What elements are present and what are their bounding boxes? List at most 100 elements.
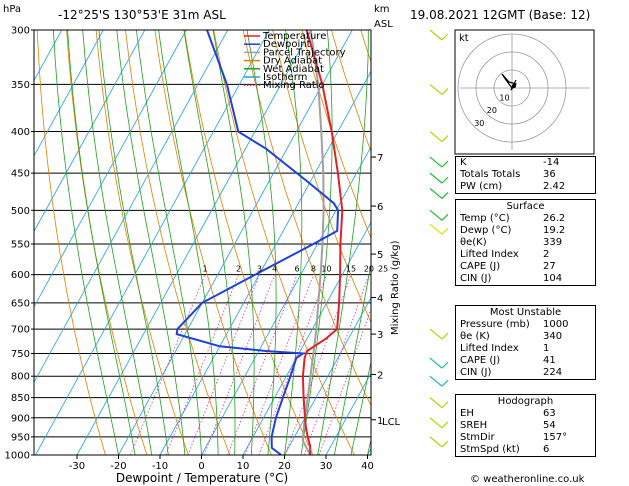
indices-panel: K -14 Totals Totals 36 PW (cm) 2.42 <box>455 156 596 194</box>
wet-adiabat-line <box>317 30 369 455</box>
surface-title: Surface <box>506 201 545 212</box>
hodograph-trace <box>501 73 518 91</box>
pressure-tick-label: 1000 <box>5 451 30 462</box>
wind-barb-flag <box>441 176 449 184</box>
index-row: Lifted Index 1 <box>456 343 595 355</box>
wind-barb <box>429 172 443 184</box>
series-lines <box>175 30 344 455</box>
wind-barbs <box>429 29 449 448</box>
pressure-tick-label: 800 <box>11 372 30 383</box>
isotherm-line <box>34 30 187 308</box>
mixing-ratio-label: 20 <box>364 265 374 274</box>
index-value: 6 <box>543 444 550 455</box>
wet-adiabat-line <box>98 30 169 455</box>
location-title: -12°25'S 130°53'E 31m ASL <box>58 8 226 22</box>
pressure-tick-label: 300 <box>11 26 30 37</box>
wet-adiabat-line <box>284 30 303 455</box>
isotherm-line <box>76 30 312 455</box>
background-lines <box>34 30 371 455</box>
index-label: Lifted Index <box>460 249 519 260</box>
index-row: StmSpd (kt) 6 <box>456 444 595 456</box>
mixing-ratio-label: 1 <box>202 265 207 274</box>
index-row: CAPE (J) 41 <box>456 355 595 367</box>
wind-barb-flag <box>441 332 449 340</box>
index-value: 54 <box>543 420 556 431</box>
dry-adiabat-line <box>66 30 148 455</box>
pressure-tick-label: 500 <box>11 206 30 217</box>
mixing-ratio-label: 6 <box>294 265 299 274</box>
index-value: 340 <box>543 331 563 342</box>
wind-barb-flag <box>441 135 449 142</box>
index-value: 339 <box>543 237 563 248</box>
wind-barb <box>429 156 443 168</box>
mixing-ratio-line <box>187 274 260 455</box>
wind-barb-flag <box>441 379 449 387</box>
legend-label: Mixing Ratio <box>263 80 325 91</box>
index-label: CIN (J) <box>460 273 492 284</box>
index-label: θe (K) <box>460 331 490 342</box>
wet-adiabat-line <box>212 30 255 455</box>
plot-frame <box>33 29 372 456</box>
isotherm-line <box>34 30 104 157</box>
wet-adiabat-line <box>367 438 371 455</box>
mixing-ratio-line <box>284 274 352 455</box>
temperature-tick-label: 0 <box>198 461 204 472</box>
index-value: 19.2 <box>543 225 566 236</box>
index-row: Totals Totals 36 <box>456 169 595 181</box>
most-unstable-title: Most Unstable <box>489 307 562 318</box>
x-axis-label: Dewpoint / Temperature (°C) <box>116 471 288 485</box>
wind-barb-flag <box>441 213 449 221</box>
wet-adiabat-line <box>333 261 371 455</box>
temperature-tick-label: 10 <box>237 461 250 472</box>
pressure-tick-label: 350 <box>11 80 30 91</box>
asl-label: ASL <box>374 19 393 30</box>
index-label: K <box>460 157 467 168</box>
temperature-tick-label: -20 <box>110 461 126 472</box>
index-row: Temp (°C) 26.2 <box>456 213 595 225</box>
isotherm-line <box>325 372 371 455</box>
isotherm-line <box>201 145 371 455</box>
wind-barb-flag <box>441 440 449 448</box>
wind-barb <box>429 223 443 235</box>
pressure-axis: 300 350 400 450 500 550 600 650 700 750 800 850 900 9… <box>5 26 34 462</box>
storm-motion-marker <box>512 84 516 88</box>
mixing-ratio-line <box>165 274 239 455</box>
wind-barb-flag <box>441 87 449 95</box>
dry-adiabat-line <box>301 30 371 240</box>
isotherm-line <box>284 296 371 455</box>
legend-label: Dewpoint <box>263 39 311 50</box>
wind-barb <box>429 131 443 143</box>
hpa-label: hPa <box>3 4 21 15</box>
legend-label: Dry Adiabat <box>263 56 322 67</box>
mixing-ratio-line <box>258 274 327 455</box>
index-label: Dewp (°C) <box>460 225 512 236</box>
mixing-ratio-line <box>244 274 314 455</box>
wet-adiabat-line <box>116 30 186 455</box>
index-value: 63 <box>543 408 556 419</box>
dry-adiabat-line <box>95 30 189 455</box>
temperature-tick-label: 30 <box>320 461 333 472</box>
km-tick-label: 3 <box>377 330 383 341</box>
mixing-ratio-line <box>130 274 206 455</box>
pressure-tick-label: 950 <box>11 432 30 443</box>
index-row: EH 63 <box>456 408 595 420</box>
pressure-tick-label: 700 <box>11 325 30 336</box>
legend-label: Wet Adiabat <box>263 64 324 75</box>
index-value: 41 <box>543 355 556 366</box>
wind-barb-flag <box>441 33 449 41</box>
km-label: km <box>374 4 390 15</box>
wind-barb <box>429 397 443 409</box>
index-label: θe(K) <box>460 237 487 248</box>
pressure-tick-label: 750 <box>11 349 30 360</box>
temperature-series <box>301 30 344 455</box>
km-tick-label: 6 <box>377 202 383 213</box>
wind-barb <box>429 328 443 340</box>
index-label: CAPE (J) <box>460 355 501 366</box>
index-label: EH <box>460 408 474 419</box>
km-tick-label: 2 <box>377 370 383 381</box>
dewpoint-series <box>175 30 340 455</box>
index-label: Pressure (mb) <box>460 319 530 330</box>
